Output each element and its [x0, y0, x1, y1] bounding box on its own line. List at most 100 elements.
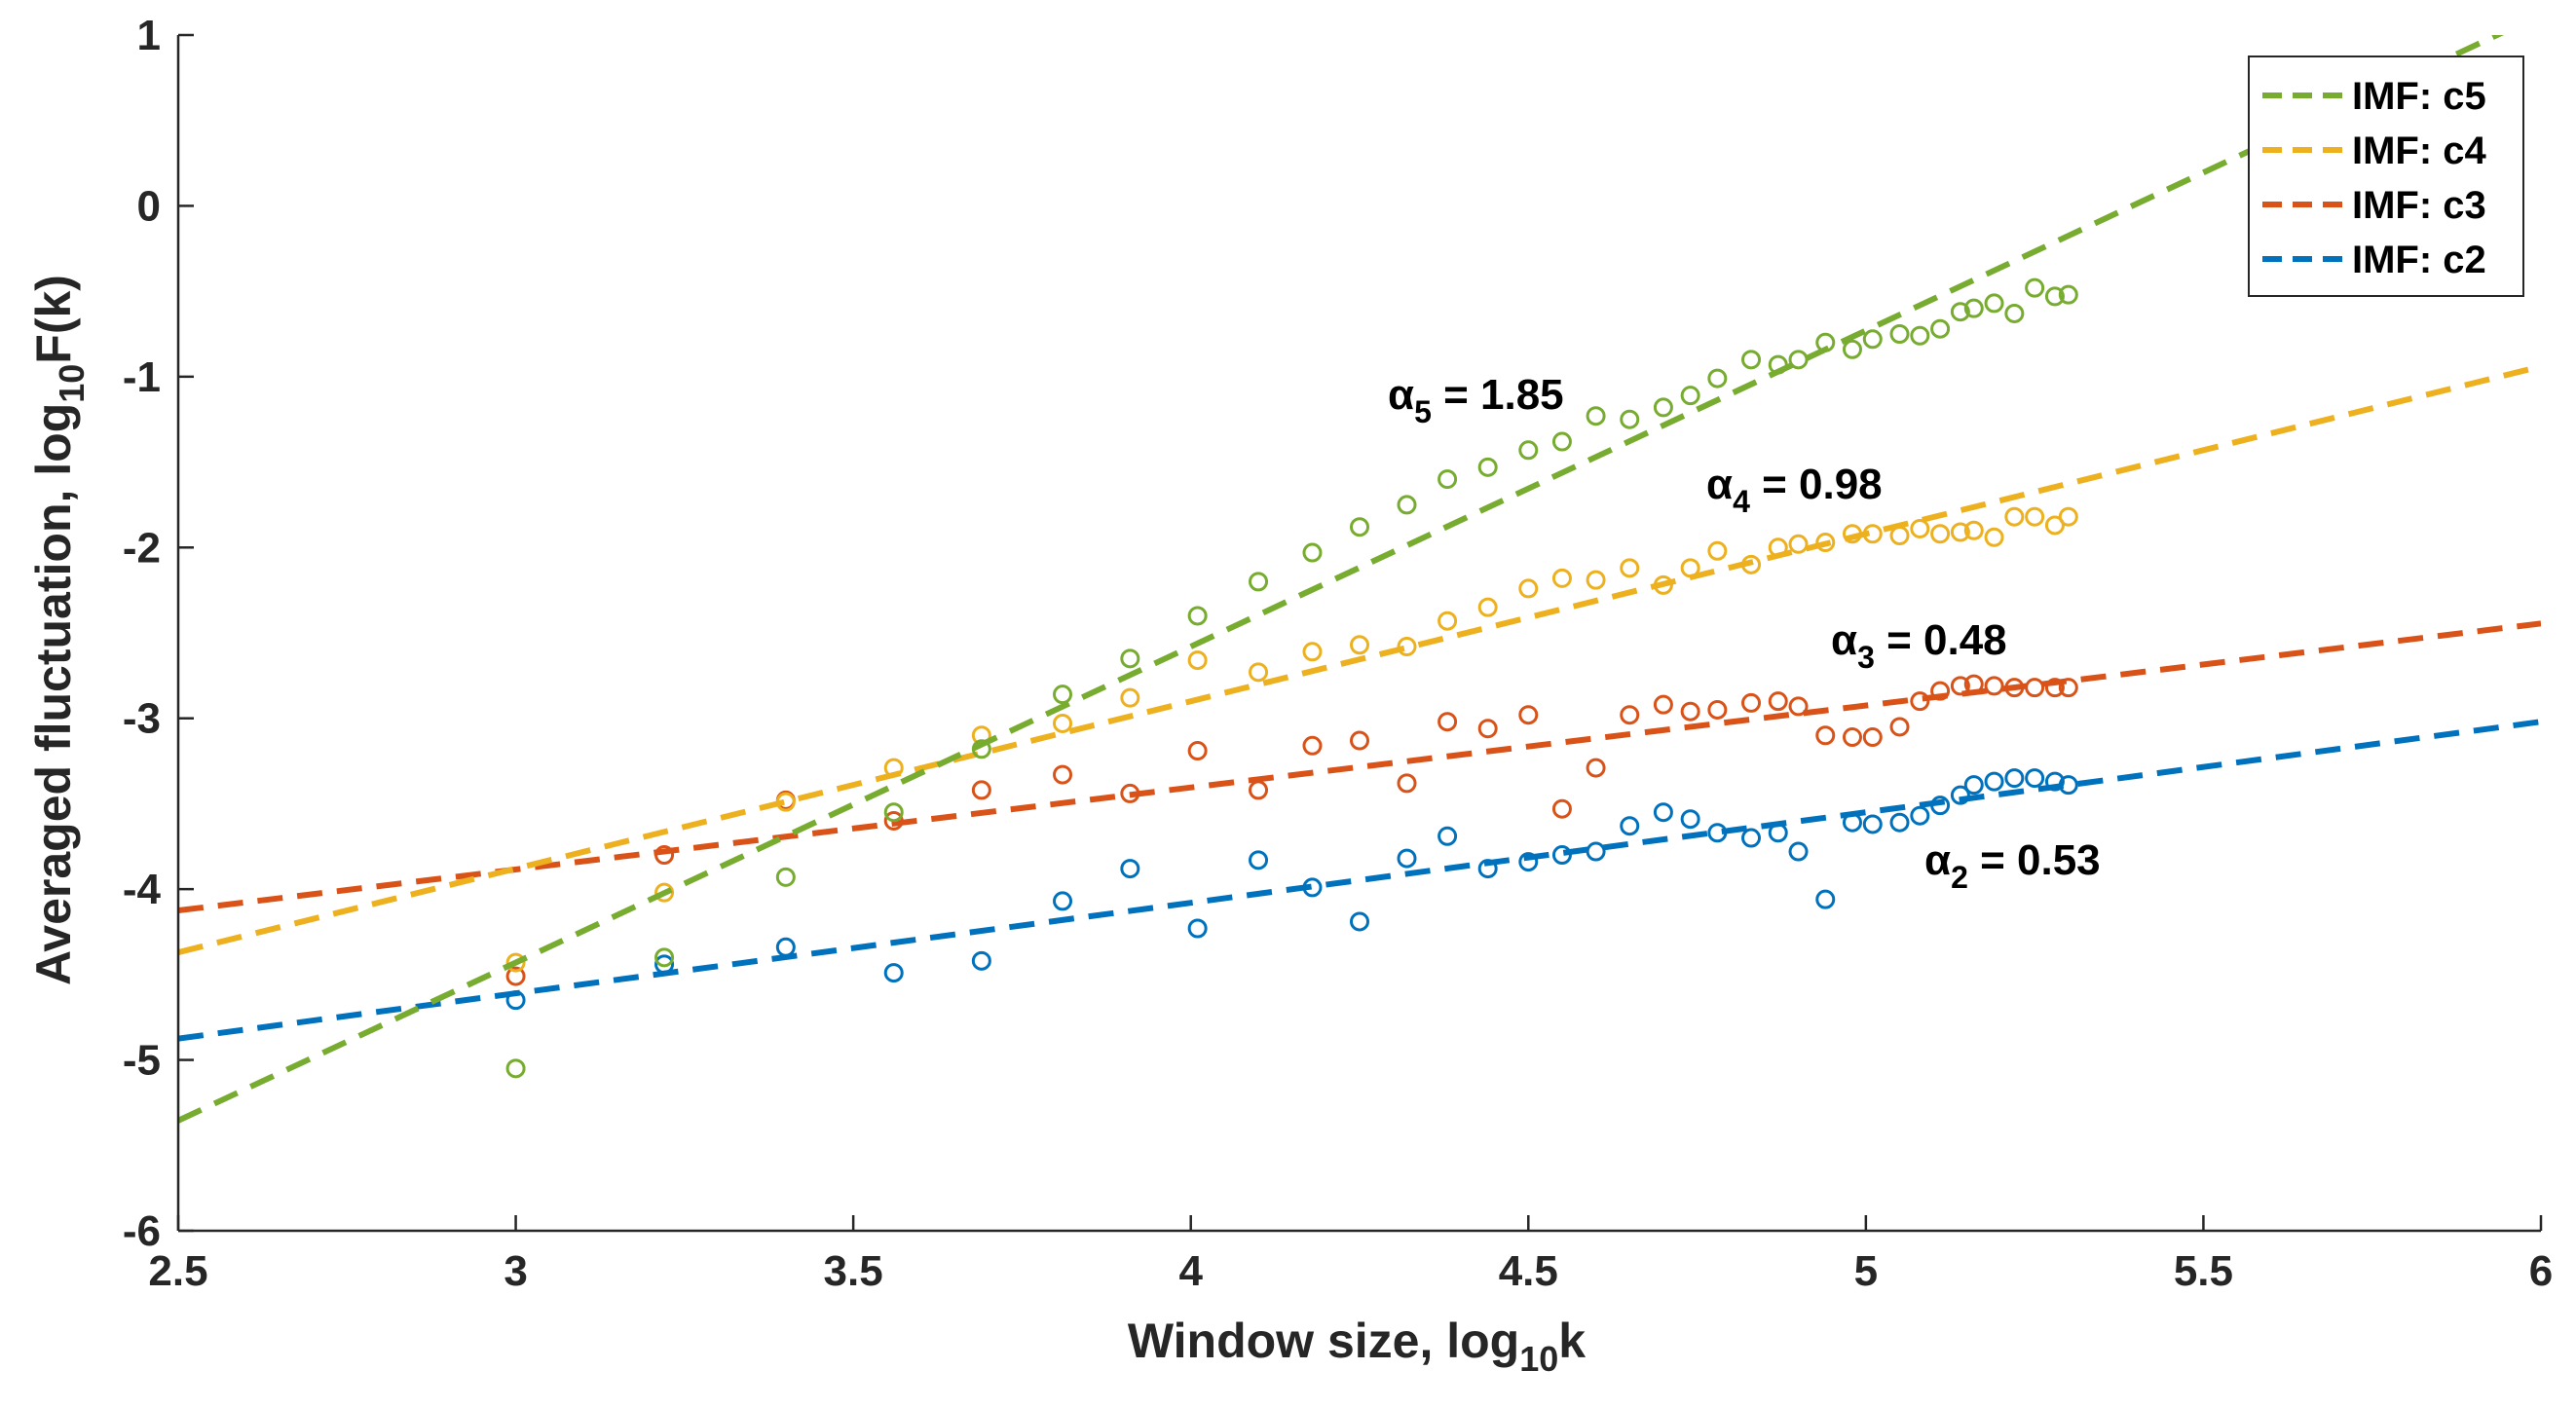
- data-point-imf-c4: [1518, 578, 1539, 599]
- data-point-imf-c2: [1249, 850, 1269, 870]
- data-point-imf-c2: [1707, 823, 1728, 843]
- data-point-imf-c5: [505, 1058, 526, 1079]
- data-point-imf-c5: [1586, 406, 1606, 426]
- data-point-imf-c4: [1249, 662, 1269, 683]
- data-point-imf-c2: [1862, 814, 1883, 834]
- fit-line-imf-c4: [178, 363, 2541, 955]
- data-point-imf-c2: [1187, 918, 1208, 939]
- data-point-imf-c5: [2025, 278, 2045, 298]
- x-tick-label: 2.5: [148, 1247, 207, 1295]
- data-point-imf-c2: [1984, 771, 2004, 792]
- x-axis-title-main: Window size, log: [1128, 1314, 1519, 1368]
- x-tick-label: 5.5: [2174, 1247, 2233, 1295]
- data-point-imf-c2: [1551, 845, 1572, 866]
- x-tick-label: 6: [2529, 1247, 2553, 1295]
- data-point-imf-c5: [1788, 350, 1809, 370]
- data-point-imf-c5: [1551, 431, 1572, 452]
- data-point-imf-c4: [505, 952, 526, 973]
- data-point-imf-c3: [1551, 798, 1572, 819]
- data-point-imf-c3: [1680, 701, 1700, 722]
- data-point-imf-c4: [1551, 568, 1572, 588]
- data-point-imf-c5: [1477, 457, 1498, 477]
- data-point-imf-c4: [883, 758, 904, 778]
- data-point-imf-c4: [1788, 534, 1809, 554]
- x-axis-title: Window size, log10k: [1128, 1314, 1586, 1379]
- x-axis-title-sub: 10: [1519, 1339, 1558, 1379]
- data-point-imf-c2: [2025, 768, 2045, 789]
- slope-annotation-value: = 0.48: [1875, 616, 2007, 664]
- slope-annotation-subscript: 5: [1414, 394, 1432, 429]
- data-point-imf-c3: [971, 780, 991, 800]
- data-point-imf-c2: [1842, 812, 1862, 833]
- data-point-imf-c3: [1653, 694, 1673, 715]
- data-point-imf-c4: [2058, 506, 2078, 527]
- data-point-imf-c3: [2044, 678, 2065, 698]
- data-point-imf-c4: [1963, 520, 1984, 540]
- slope-annotation-symbol: α: [1388, 371, 1414, 419]
- x-tick-label: 3.5: [824, 1247, 883, 1295]
- x-tick-label: 4: [1178, 1247, 1203, 1295]
- data-point-imf-c4: [1477, 597, 1498, 617]
- data-point-imf-c5: [1950, 302, 1970, 322]
- data-point-imf-c5: [1815, 332, 1836, 352]
- data-point-imf-c5: [1862, 329, 1883, 350]
- data-point-imf-c4: [775, 792, 796, 812]
- data-point-imf-c4: [2004, 506, 2025, 527]
- data-point-imf-c4: [1862, 524, 1883, 544]
- data-point-imf-c5: [1350, 517, 1369, 537]
- data-point-imf-c4: [1586, 570, 1606, 590]
- legend-label-imf-c5: IMF: c5: [2352, 75, 2486, 118]
- data-point-imf-c5: [1302, 542, 1323, 563]
- data-point-imf-c3: [1963, 674, 1984, 694]
- data-point-imf-c3: [1187, 741, 1208, 761]
- legend-label-imf-c3: IMF: c3: [2352, 184, 2486, 227]
- legend-label-imf-c4: IMF: c4: [2352, 130, 2487, 172]
- data-point-imf-c2: [1889, 812, 1910, 833]
- data-point-imf-c5: [1620, 409, 1640, 429]
- y-axis-title-main: Averaged fluctuation, log: [26, 403, 81, 985]
- series-imf-c3: [178, 620, 2541, 986]
- data-point-imf-c5: [2044, 286, 2065, 307]
- slope-annotation-value: = 1.85: [1432, 371, 1564, 419]
- data-point-imf-c4: [1053, 713, 1073, 733]
- slope-annotation-imf-c4: α4 = 0.98: [1706, 461, 1883, 519]
- data-point-imf-c4: [1397, 637, 1417, 657]
- y-tick-label: -2: [123, 524, 161, 572]
- data-point-imf-c5: [1889, 324, 1910, 344]
- data-point-imf-c4: [1187, 650, 1208, 671]
- data-point-imf-c5: [1518, 440, 1539, 461]
- data-point-imf-c4: [1437, 611, 1458, 631]
- slope-annotation-subscript: 4: [1733, 484, 1750, 519]
- data-point-imf-c2: [1350, 911, 1369, 932]
- data-point-imf-c4: [2025, 506, 2045, 527]
- data-point-imf-c2: [1768, 823, 1788, 843]
- data-point-imf-c3: [2058, 678, 2078, 698]
- data-point-imf-c3: [2025, 678, 2045, 698]
- slope-annotation-symbol: α: [1706, 461, 1733, 508]
- data-point-imf-c4: [1950, 522, 1970, 542]
- data-point-imf-c5: [1910, 325, 1930, 346]
- data-point-imf-c2: [1950, 785, 1970, 805]
- data-point-imf-c5: [1842, 339, 1862, 359]
- data-point-imf-c5: [1768, 354, 1788, 375]
- data-point-imf-c2: [1788, 841, 1809, 862]
- data-point-imf-c3: [1053, 764, 1073, 785]
- data-point-imf-c5: [1397, 495, 1417, 515]
- legend: IMF: c5 IMF: c4 IMF: c3 IMF: c2: [2248, 56, 2524, 297]
- data-point-imf-c4: [1620, 558, 1640, 578]
- data-point-imf-c3: [1815, 725, 1836, 746]
- data-point-imf-c4: [1930, 524, 1951, 544]
- data-point-imf-c5: [1741, 350, 1762, 370]
- data-point-imf-c3: [1741, 692, 1762, 713]
- data-point-imf-c3: [654, 845, 675, 866]
- y-tick-label: -3: [123, 695, 161, 743]
- series-imf-c4: [178, 363, 2541, 973]
- data-point-imf-c5: [1680, 386, 1700, 406]
- slope-annotation-subscript: 3: [1857, 640, 1875, 675]
- data-point-imf-c5: [1930, 318, 1951, 339]
- data-point-imf-c2: [971, 950, 991, 971]
- data-point-imf-c5: [1963, 298, 1984, 318]
- series-imf-c2: [178, 719, 2541, 1042]
